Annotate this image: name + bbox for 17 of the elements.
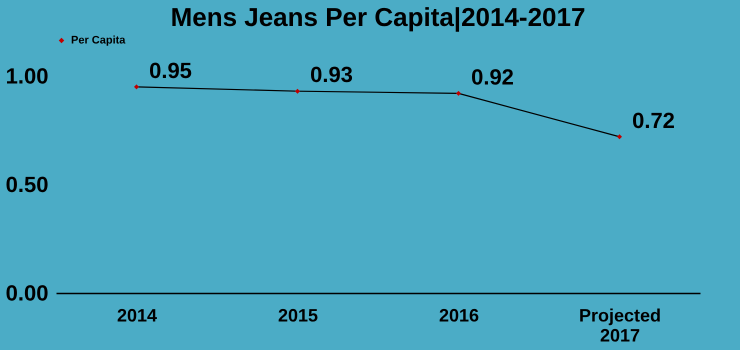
x-tick-label: Projected 2017 [578, 306, 662, 346]
point [617, 134, 622, 140]
x-tick-label: 2014 [116, 306, 158, 326]
point [456, 90, 461, 96]
point [295, 88, 300, 94]
chart-title: Mens Jeans Per Capita|2014-2017 [170, 2, 586, 32]
y-tick-label: 1.00 [6, 64, 48, 88]
y-tick-label: 0.50 [6, 172, 48, 197]
legend-label: Per Capita [71, 34, 126, 46]
data-label: 0.72 [632, 108, 675, 133]
data-label: 0.92 [471, 64, 514, 90]
data-label: 0.93 [310, 62, 353, 88]
y-tick-label: 0.00 [6, 280, 48, 306]
x-tick-label: 2016 [438, 306, 480, 326]
point [134, 84, 139, 90]
data-label: 0.95 [149, 58, 192, 83]
x-tick-label: 2015 [278, 306, 318, 326]
